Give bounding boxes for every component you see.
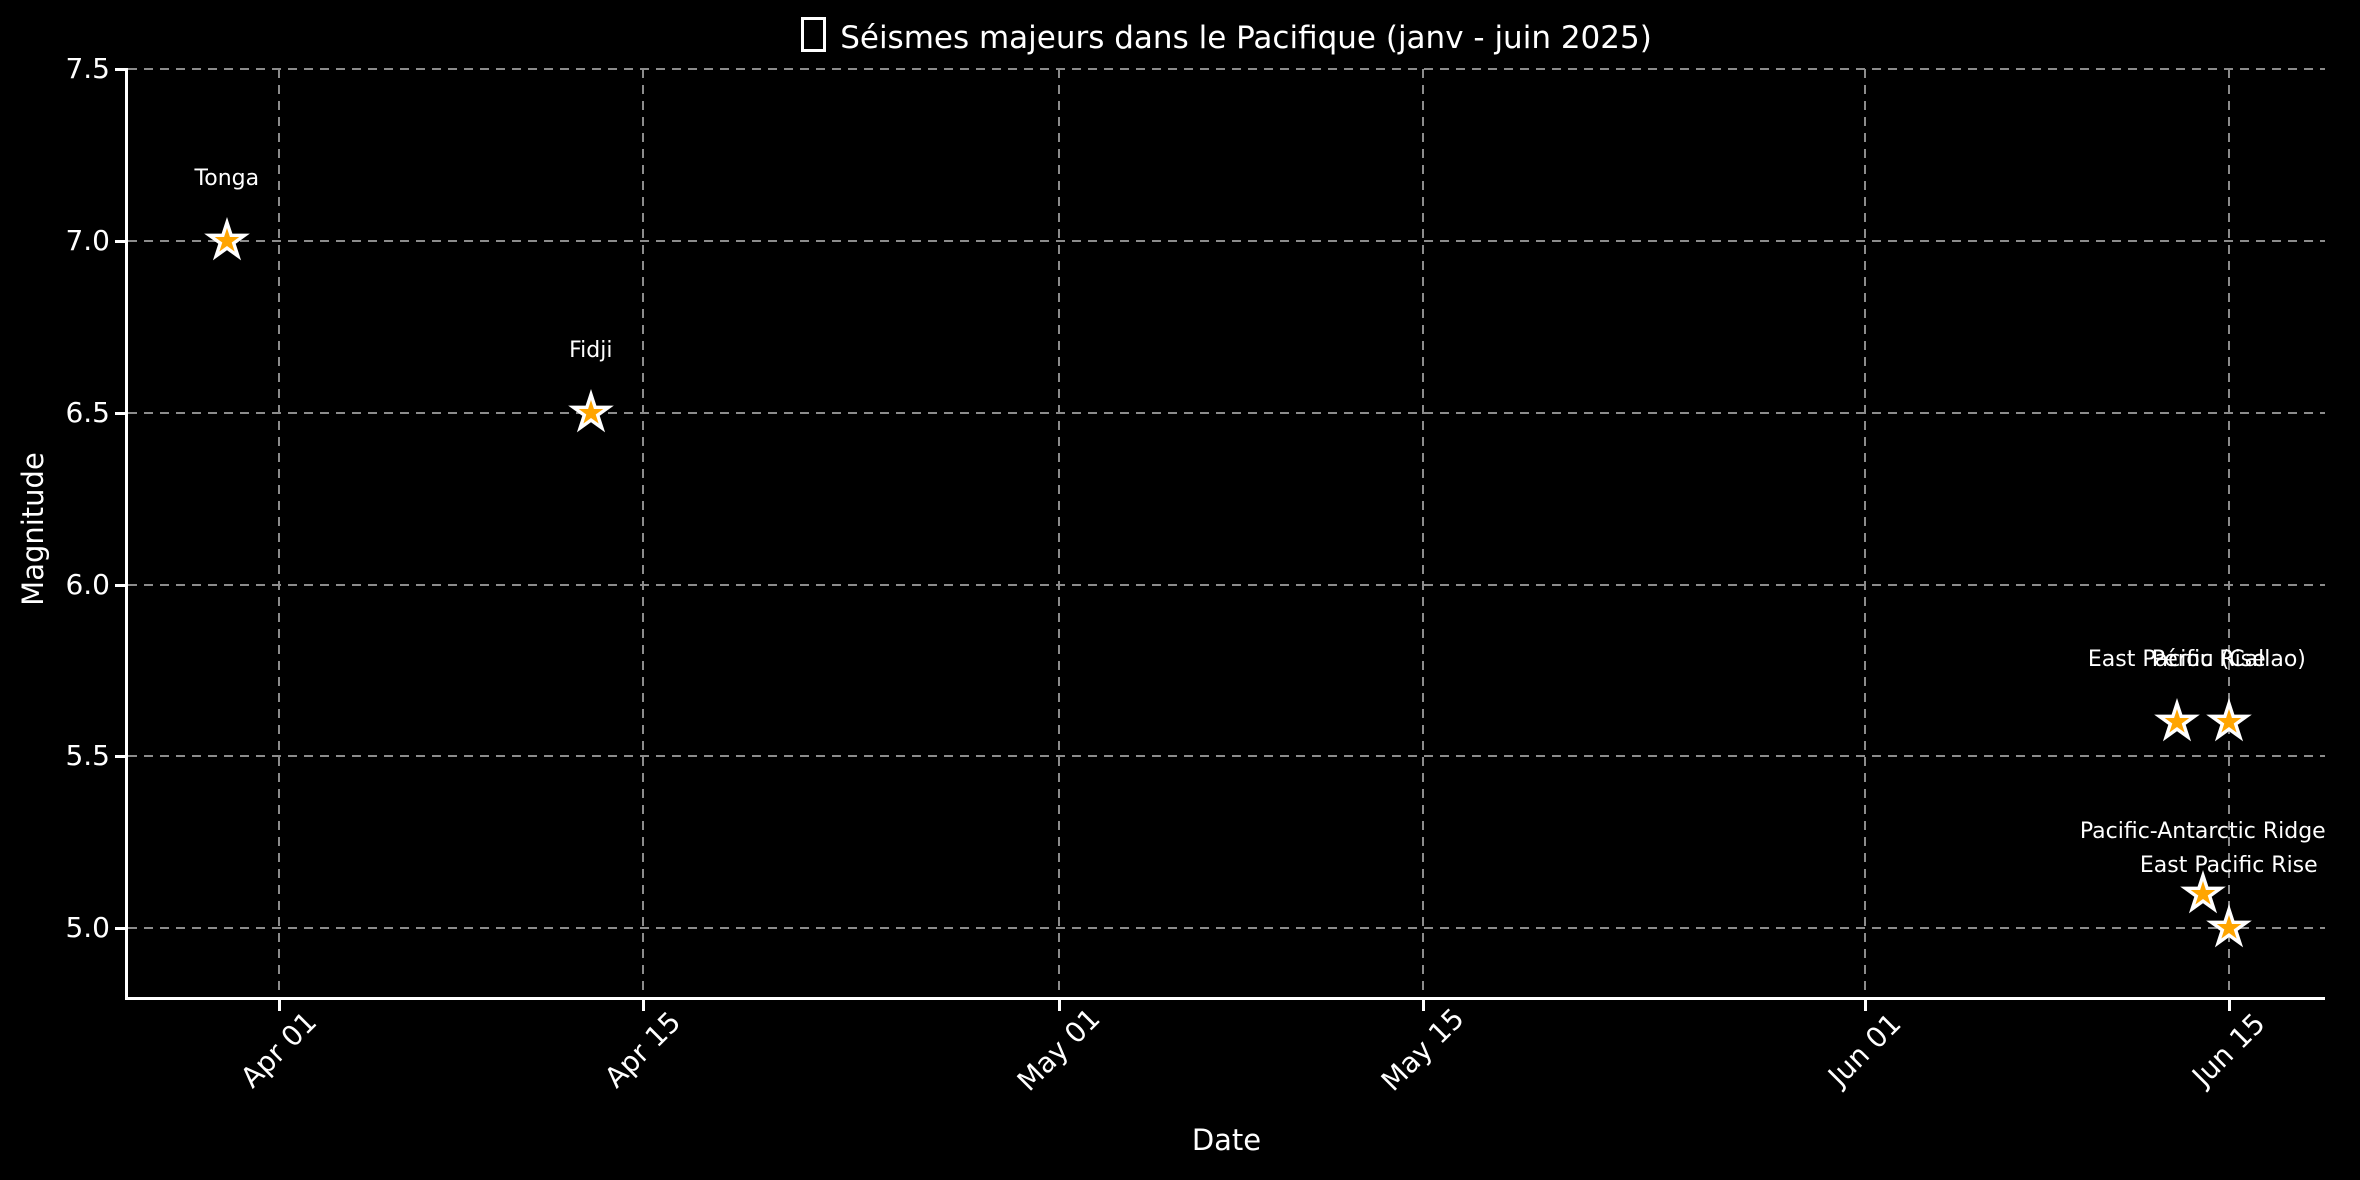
star-shape: [203, 216, 250, 261]
star-shape: [2153, 698, 2200, 742]
y-axis-spine: [125, 69, 128, 1000]
earthquake-star-marker: [2179, 869, 2226, 914]
star-shape: [2179, 869, 2226, 914]
gridline-x-Jun-01: [1863, 69, 1866, 997]
chart-title-text: Séismes majeurs dans le Pacifique (janv …: [840, 20, 1652, 56]
earthquake-star-marker: [2205, 698, 2252, 742]
y-tick-mark: [115, 239, 128, 243]
x-axis-title: Date: [1191, 1123, 1262, 1157]
earthquake-label: East Pacific Rise: [2139, 853, 2318, 879]
earthquake-star-marker: [2153, 698, 2200, 742]
x-axis-spine: [125, 997, 2325, 1000]
gridline-y-6.0: [128, 583, 2325, 586]
x-tick-mark: [1421, 1000, 1425, 1011]
y-tick-label: 6.5: [65, 395, 110, 429]
gridline-y-7.0: [128, 239, 2325, 242]
x-tick-mark: [2227, 1000, 2231, 1011]
star-shape: [2205, 904, 2252, 948]
star-shape: [567, 388, 614, 433]
y-tick-mark: [115, 755, 128, 759]
y-tick-mark: [115, 583, 128, 587]
gridline-x-Apr-01: [277, 69, 280, 997]
gridline-y-6.5: [128, 411, 2325, 414]
x-tick-mark: [277, 1000, 281, 1011]
x-tick-mark: [1057, 1000, 1061, 1011]
gridline-y-5.0: [128, 927, 2325, 930]
y-tick-mark: [115, 927, 128, 931]
earthquake-star-marker: [203, 216, 250, 261]
earthquake-label: East Pacific Rise: [2087, 647, 2266, 673]
y-tick-mark: [115, 411, 128, 415]
gridline-x-May-01: [1057, 69, 1060, 997]
y-tick-label: 7.0: [65, 223, 110, 257]
y-tick-label: 5.5: [65, 739, 110, 773]
earthquake-label: Pérou (Callao): [2151, 647, 2306, 673]
star-shape: [2205, 698, 2252, 742]
earthquake-label: Fidji: [569, 337, 613, 363]
gridline-x-Jun-15: [2227, 69, 2230, 997]
gridline-y-5.5: [128, 755, 2325, 758]
chart-title: Séismes majeurs dans le Pacifique (janv …: [128, 17, 2325, 59]
y-tick-label: 7.5: [65, 52, 110, 85]
plot-area: 7.5 7.0 6.5 6.0 5.5 5.0 Apr 01 Apr 15 May 01 May …: [65, 52, 2325, 1098]
y-tick-label: 5.0: [65, 911, 110, 945]
gridline-x-Apr-15: [641, 69, 644, 997]
y-tick-label: 6.0: [65, 567, 110, 601]
earthquake-star-marker: [567, 388, 614, 433]
x-tick-mark: [641, 1000, 645, 1011]
x-tick-mark: [1863, 1000, 1867, 1011]
earthquake-label: Tonga: [194, 165, 260, 191]
earthquake-label: Pacific-Antarctic Ridge: [2079, 818, 2326, 844]
y-tick-mark: [115, 68, 128, 71]
missing-glyph-box-icon: [801, 17, 827, 52]
gridline-y-7.5: [128, 68, 2325, 70]
gridline-x-May-15: [1421, 69, 1424, 997]
earthquake-star-marker: [2205, 904, 2252, 948]
